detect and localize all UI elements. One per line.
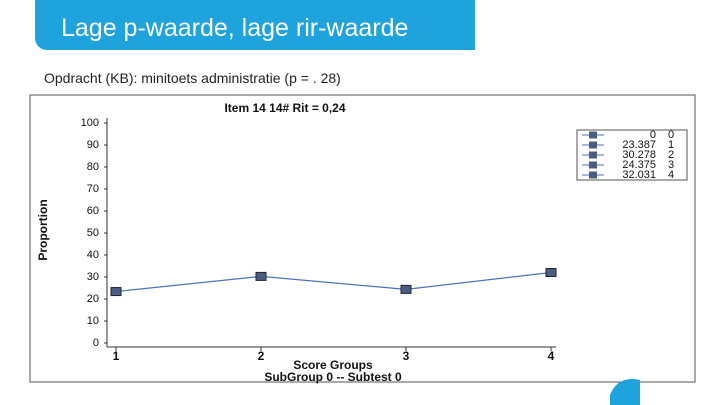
legend-value: 32.031	[622, 169, 656, 181]
subtitle: Opdracht (KB): minitoets administratie (…	[44, 70, 341, 86]
y-tick-label: 40	[87, 249, 99, 261]
legend-group: 3	[668, 159, 674, 171]
y-tick-label: 60	[87, 205, 99, 217]
legend-marker	[589, 141, 597, 149]
x-tick-label: 3	[403, 349, 410, 363]
y-tick-label: 30	[87, 271, 99, 283]
data-line	[115, 271, 552, 293]
slide-title: Lage p-waarde, lage rir-waarde	[61, 14, 409, 42]
x-axis-label-2: SubGroup 0 -- Subtest 0	[264, 370, 402, 384]
legend-marker	[589, 171, 597, 179]
y-tick-label: 80	[87, 161, 99, 173]
legend-value: 23.387	[622, 139, 656, 151]
x-tick-label: 4	[548, 349, 555, 363]
legend-group: 0	[668, 129, 674, 141]
legend-marker	[589, 151, 597, 159]
legend-group: 2	[668, 149, 674, 161]
data-point	[110, 287, 122, 297]
legend-group: 4	[668, 169, 674, 181]
y-tick-label: 100	[81, 117, 99, 129]
legend-value: 24.375	[622, 159, 656, 171]
y-tick-label: 0	[93, 337, 99, 349]
header-bar: Lage p-waarde, lage rir-waarde	[35, 0, 475, 50]
legend-value: 30.278	[622, 149, 656, 161]
data-point	[545, 268, 557, 278]
data-point	[255, 271, 267, 281]
x-tick-label: 1	[113, 349, 120, 363]
logo	[610, 379, 640, 405]
x-tick-label: 2	[258, 349, 265, 363]
y-axis-label: Proportion	[36, 199, 50, 260]
legend-value: 0	[650, 129, 656, 141]
y-tick-label: 70	[87, 183, 99, 195]
x-axis-label: Score Groups	[293, 358, 373, 372]
y-tick-label: 50	[87, 227, 99, 239]
y-tick-label: 90	[87, 139, 99, 151]
y-tick-label: 20	[87, 293, 99, 305]
y-tick-label: 10	[87, 315, 99, 327]
legend-marker	[589, 131, 597, 139]
data-point	[400, 284, 412, 294]
chart-title: Item 14 14# Rit = 0,24	[224, 101, 345, 115]
legend-marker	[589, 161, 597, 169]
legend-group: 1	[668, 139, 674, 151]
